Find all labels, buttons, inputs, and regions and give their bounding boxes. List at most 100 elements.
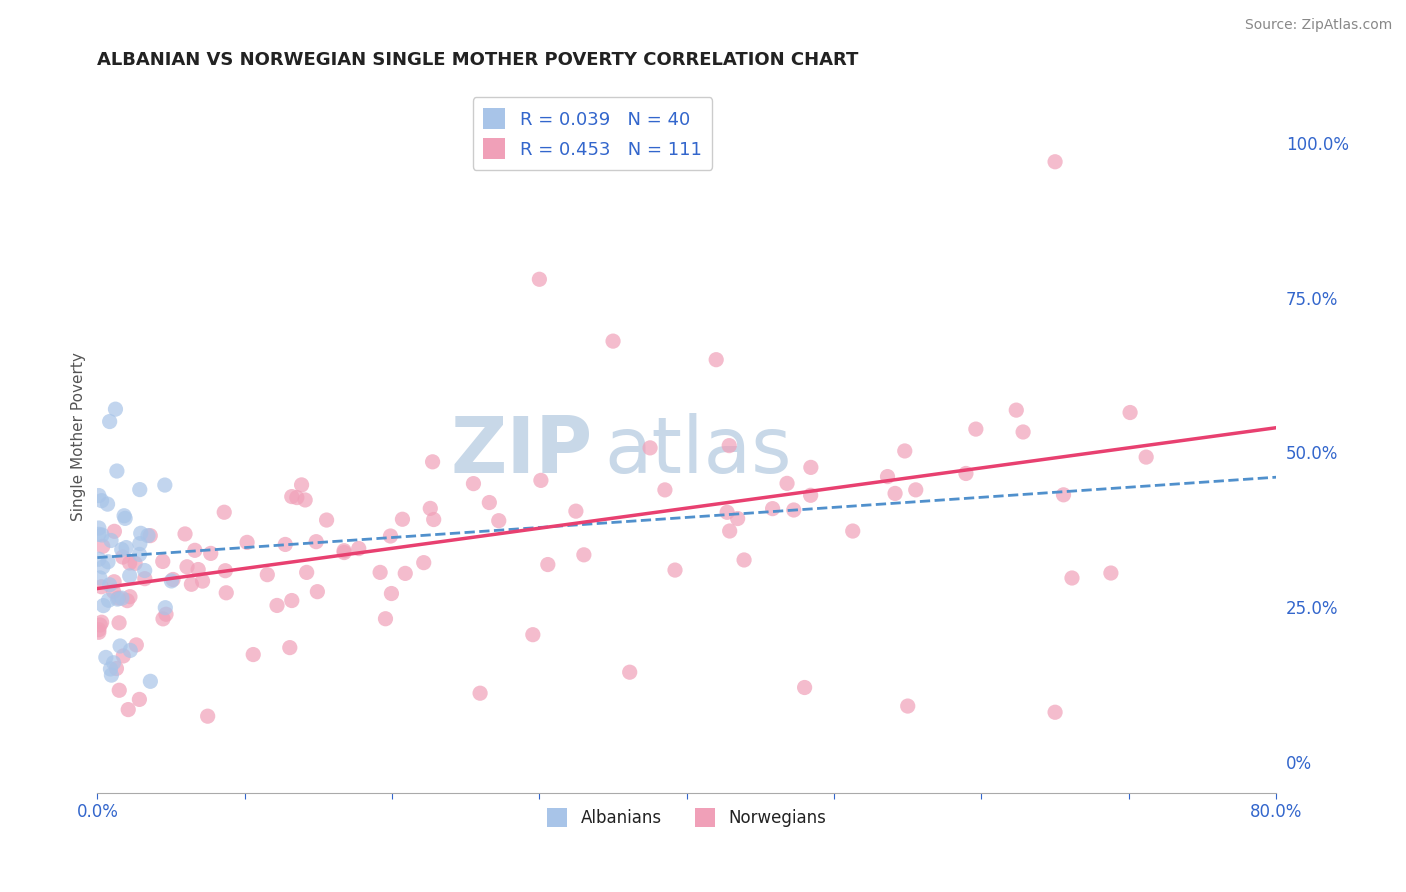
Point: [537, 558, 560, 572]
Point: [602, 334, 624, 348]
Point: [97, 555, 120, 569]
Point: [876, 469, 898, 483]
Point: [115, 541, 138, 555]
Point: [704, 352, 727, 367]
Point: [117, 593, 139, 607]
Point: [422, 512, 444, 526]
Point: [242, 648, 264, 662]
Point: [897, 699, 920, 714]
Point: [278, 640, 301, 655]
Point: [191, 574, 214, 588]
Point: [391, 512, 413, 526]
Point: [90, 493, 112, 508]
Point: [89, 618, 111, 632]
Point: [1043, 154, 1066, 169]
Point: [290, 478, 312, 492]
Point: [117, 703, 139, 717]
Point: [89, 571, 111, 585]
Point: [124, 557, 146, 571]
Point: [98, 578, 121, 592]
Point: [128, 548, 150, 562]
Point: [134, 564, 156, 578]
Point: [97, 593, 120, 607]
Point: [478, 495, 501, 509]
Point: [256, 567, 278, 582]
Point: [419, 501, 441, 516]
Point: [380, 529, 402, 543]
Point: [105, 661, 128, 675]
Point: [783, 503, 806, 517]
Point: [152, 554, 174, 568]
Point: [134, 572, 156, 586]
Point: [654, 483, 676, 497]
Point: [162, 573, 184, 587]
Point: [295, 566, 318, 580]
Point: [100, 668, 122, 682]
Point: [125, 638, 148, 652]
Point: [1005, 403, 1028, 417]
Point: [488, 514, 510, 528]
Point: [394, 566, 416, 581]
Point: [105, 464, 128, 478]
Point: [1060, 571, 1083, 585]
Point: [108, 615, 131, 630]
Point: [1135, 450, 1157, 464]
Point: [91, 528, 114, 542]
Point: [894, 444, 917, 458]
Point: [94, 650, 117, 665]
Point: [214, 564, 236, 578]
Point: [87, 625, 110, 640]
Point: [184, 543, 207, 558]
Point: [1099, 566, 1122, 580]
Point: [333, 543, 356, 558]
Point: [111, 549, 134, 564]
Point: [98, 415, 121, 429]
Point: [762, 501, 785, 516]
Point: [118, 590, 141, 604]
Point: [90, 615, 112, 630]
Point: [305, 534, 328, 549]
Point: [718, 524, 741, 538]
Point: [87, 552, 110, 566]
Point: [100, 662, 122, 676]
Y-axis label: Single Mother Poverty: Single Mother Poverty: [72, 352, 86, 522]
Point: [104, 402, 127, 417]
Point: [176, 559, 198, 574]
Point: [727, 511, 749, 525]
Text: ZIP: ZIP: [450, 413, 592, 489]
Point: [129, 526, 152, 541]
Point: [120, 643, 142, 657]
Point: [619, 665, 641, 680]
Point: [718, 439, 741, 453]
Point: [274, 537, 297, 551]
Point: [87, 521, 110, 535]
Text: Source: ZipAtlas.com: Source: ZipAtlas.com: [1244, 18, 1392, 32]
Point: [215, 586, 238, 600]
Point: [572, 548, 595, 562]
Point: [884, 486, 907, 500]
Point: [638, 441, 661, 455]
Point: [100, 533, 122, 548]
Point: [136, 528, 159, 542]
Point: [463, 476, 485, 491]
Point: [118, 569, 141, 583]
Point: [108, 683, 131, 698]
Point: [522, 628, 544, 642]
Point: [422, 455, 444, 469]
Point: [368, 566, 391, 580]
Point: [315, 513, 337, 527]
Point: [87, 527, 110, 541]
Point: [160, 574, 183, 588]
Point: [1052, 488, 1074, 502]
Point: [174, 527, 197, 541]
Point: [128, 692, 150, 706]
Point: [112, 648, 135, 663]
Point: [180, 577, 202, 591]
Point: [965, 422, 987, 436]
Point: [776, 476, 799, 491]
Point: [281, 593, 304, 607]
Point: [153, 478, 176, 492]
Point: [118, 556, 141, 570]
Point: [103, 584, 125, 599]
Point: [1012, 425, 1035, 439]
